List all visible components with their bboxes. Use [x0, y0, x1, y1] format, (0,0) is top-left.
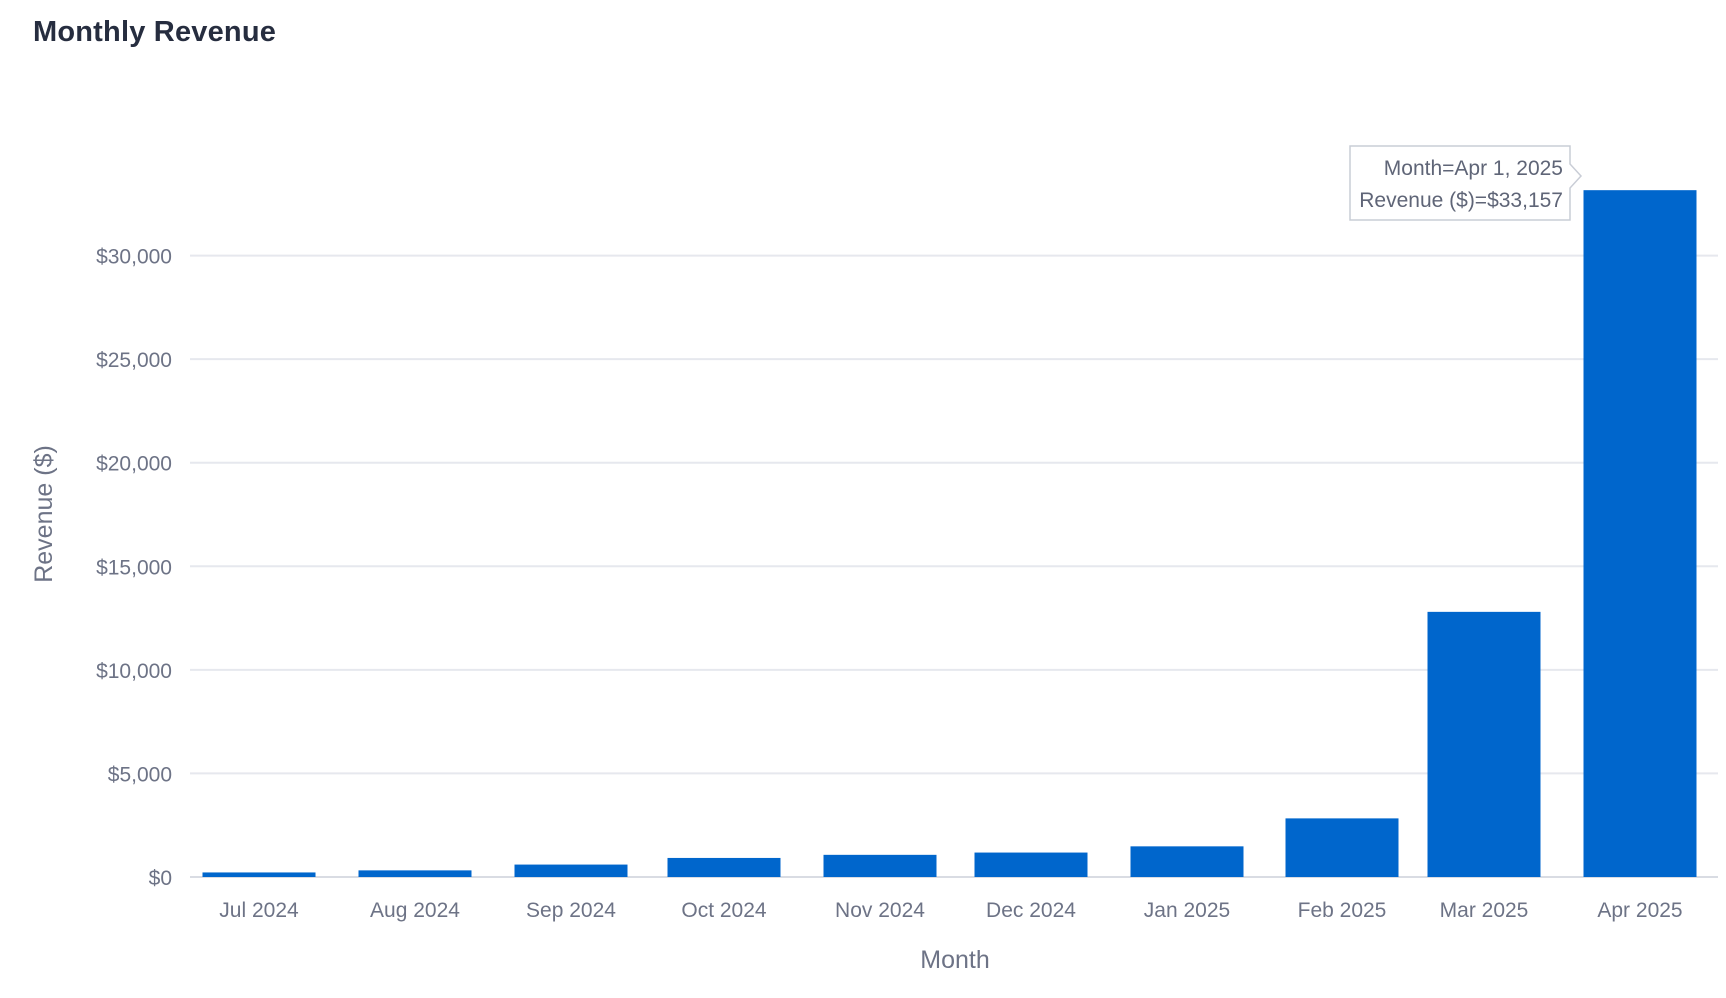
x-tick-label: Mar 2025	[1440, 899, 1529, 922]
x-tick-label: Oct 2024	[681, 899, 767, 922]
y-tick-label: $0	[149, 867, 172, 890]
x-tick-label: Nov 2024	[835, 899, 925, 922]
x-tick-label: Jan 2025	[1144, 899, 1230, 922]
bar[interactable]	[1427, 611, 1541, 877]
y-tick-label: $25,000	[96, 349, 172, 372]
x-tick-label: Dec 2024	[986, 899, 1076, 922]
y-tick-label: $20,000	[96, 453, 172, 476]
x-tick-label: Apr 2025	[1597, 899, 1682, 922]
bar[interactable]	[974, 852, 1088, 877]
y-tick-label: $5,000	[108, 763, 172, 786]
chart-title: Monthly Revenue	[33, 16, 277, 48]
y-tick-label: $15,000	[96, 556, 172, 579]
bar[interactable]	[1130, 846, 1244, 877]
x-tick-label: Jul 2024	[219, 899, 299, 922]
hover-tooltip: Month=Apr 1, 2025 Revenue ($)=$33,157	[1349, 145, 1583, 221]
bar[interactable]	[667, 857, 781, 877]
tooltip-box	[1349, 145, 1583, 221]
bars	[202, 190, 1697, 878]
x-axis-ticks: Jul 2024 Aug 2024 Sep 2024 Oct 2024 Nov 2024…	[219, 899, 1682, 922]
bar[interactable]	[514, 864, 628, 877]
bar[interactable]	[202, 872, 316, 877]
bar[interactable]	[1285, 818, 1399, 877]
bar[interactable]	[823, 854, 937, 877]
x-axis-title: Month	[920, 946, 989, 974]
bar[interactable]	[1583, 190, 1697, 878]
bar[interactable]	[358, 870, 472, 877]
tooltip-line-month: Month=Apr 1, 2025	[1384, 157, 1563, 180]
y-axis-title: Revenue ($)	[30, 445, 58, 583]
y-tick-label: $30,000	[96, 246, 172, 269]
x-tick-label: Aug 2024	[370, 899, 460, 922]
y-tick-label: $10,000	[96, 660, 172, 683]
y-axis-ticks: $0 $5,000 $10,000 $15,000 $20,000 $25,000 $30,…	[96, 246, 172, 890]
x-tick-label: Feb 2025	[1298, 899, 1387, 922]
x-tick-label: Sep 2024	[526, 899, 616, 922]
tooltip-line-revenue: Revenue ($)=$33,157	[1359, 189, 1563, 212]
